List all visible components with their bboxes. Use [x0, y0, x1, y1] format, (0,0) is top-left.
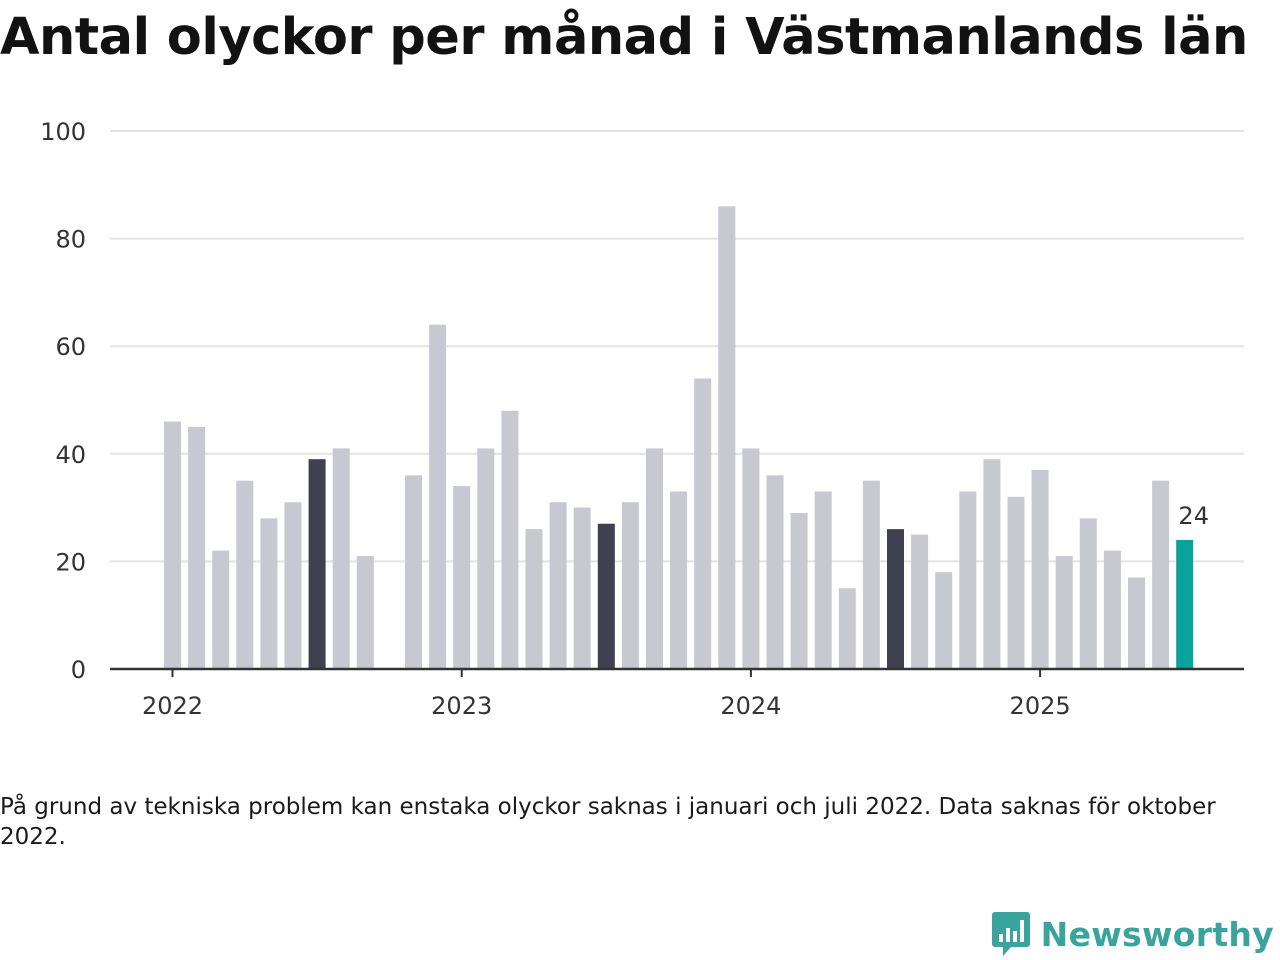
- bar-2025-03: [1079, 518, 1097, 669]
- bar-2023-02: [477, 448, 495, 669]
- footnote: På grund av tekniska problem kan enstaka…: [0, 794, 1216, 850]
- bar-2024-05: [838, 588, 856, 669]
- bar-2022-04: [236, 480, 254, 669]
- newsworthy-logo: Newsworthy: [991, 910, 1274, 958]
- bar-2024-02: [766, 475, 784, 669]
- y-tick-label: 60: [55, 333, 86, 361]
- bar-2025-05: [1128, 577, 1145, 669]
- bar-2025-04: [1103, 550, 1121, 669]
- y-tick-label: 80: [55, 226, 86, 254]
- bar-2022-08: [332, 448, 350, 669]
- bar-2022-03: [212, 550, 230, 669]
- x-axis: [110, 667, 1244, 677]
- bar-2024-08: [911, 534, 929, 669]
- bar-chart: 0 20 40 60 80 100 2022 2023 2024 2025 24: [40, 118, 1244, 720]
- y-tick-label: 20: [55, 548, 86, 576]
- x-tick-label: 2023: [431, 692, 492, 720]
- bar-2024-12: [1007, 496, 1025, 669]
- data-label: 24: [1178, 502, 1209, 530]
- x-tick-label: 2025: [1010, 692, 1071, 720]
- bars: [164, 206, 1194, 669]
- bar-2025-07: [1176, 539, 1194, 669]
- x-tick-label: 2022: [142, 692, 203, 720]
- bar-2023-05: [549, 502, 567, 669]
- bar-2023-03: [501, 410, 519, 669]
- bar-2022-12: [429, 324, 447, 669]
- bar-2024-03: [790, 512, 808, 669]
- bar-2022-05: [260, 518, 278, 669]
- bar-2024-04: [814, 491, 832, 669]
- chart-title: Antal olyckor per månad i Västmanlands l…: [0, 8, 1248, 67]
- bar-2022-06: [284, 502, 302, 669]
- x-tick-label: 2024: [720, 692, 781, 720]
- chat-bar-chart-icon: [991, 912, 1030, 956]
- bar-2025-01: [1031, 469, 1049, 669]
- bar-2023-06: [573, 507, 591, 669]
- bar-2022-02: [188, 426, 206, 669]
- y-tick-label: 40: [55, 441, 86, 469]
- bar-2023-07: [597, 523, 615, 669]
- y-axis-labels: 0 20 40 60 80 100: [40, 118, 86, 684]
- bar-2023-09: [646, 448, 663, 669]
- bar-2024-11: [983, 459, 1001, 669]
- bar-2023-04: [525, 529, 543, 669]
- bar-2025-02: [1055, 556, 1073, 669]
- bar-2023-12: [718, 206, 736, 669]
- bar-2022-09: [356, 556, 374, 669]
- y-tick-label: 0: [71, 656, 86, 684]
- x-axis-labels: 2022 2023 2024 2025: [142, 692, 1071, 720]
- bar-2022-11: [405, 475, 422, 669]
- bar-2024-10: [959, 491, 977, 669]
- bar-2023-10: [670, 491, 688, 669]
- bar-2024-06: [862, 480, 880, 669]
- bar-2024-07: [887, 529, 904, 669]
- bar-2022-01: [164, 421, 181, 669]
- bar-2023-01: [453, 486, 471, 669]
- y-tick-label: 100: [40, 118, 86, 146]
- logo-text: Newsworthy: [1040, 914, 1274, 954]
- bar-2023-11: [694, 378, 712, 669]
- data-labels: 24: [1175, 499, 1212, 533]
- bar-2025-06: [1152, 480, 1170, 669]
- bar-2024-09: [935, 572, 953, 669]
- bar-2022-07: [308, 459, 326, 669]
- bar-2023-08: [621, 502, 639, 669]
- bar-2024-01: [742, 448, 760, 669]
